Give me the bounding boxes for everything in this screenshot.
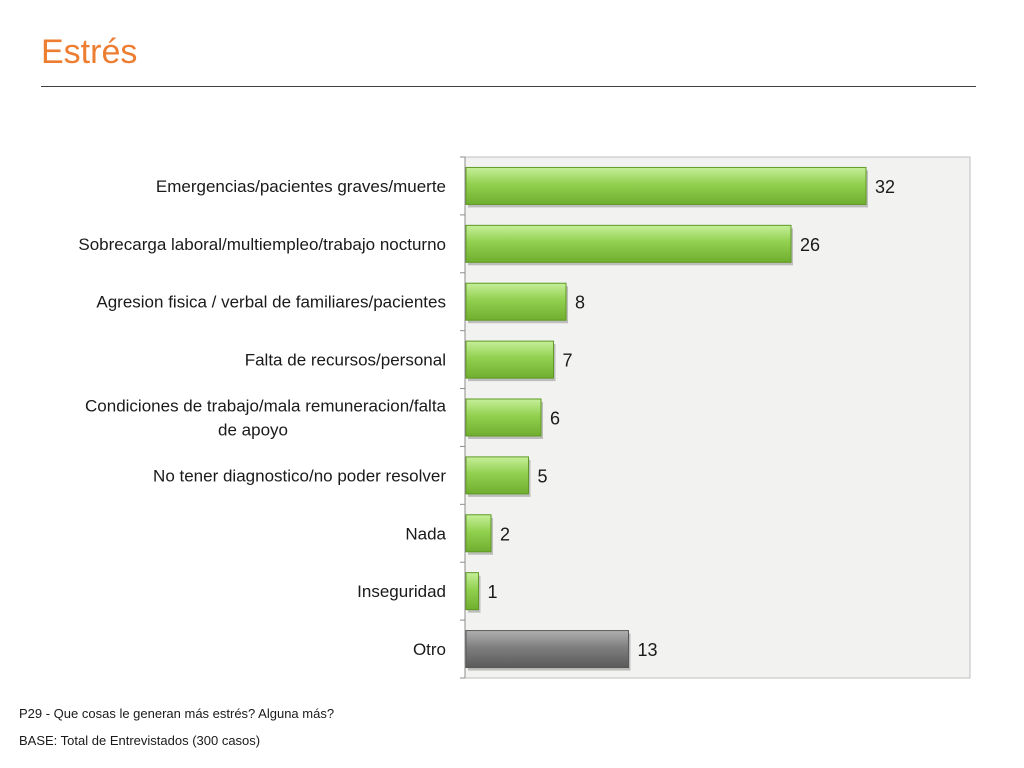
category-label: Agresion fisica / verbal de familiares/p… [96,293,446,312]
bar [465,456,529,495]
category-label: Otro [413,640,446,659]
bar [465,572,479,611]
bar [465,224,792,263]
value-label: 8 [575,293,585,313]
category-label: No tener diagnostico/no poder resolver [153,466,446,485]
value-label: 26 [800,235,820,255]
category-label: Condiciones de trabajo/mala remuneracion… [85,397,447,416]
category-label: Nada [405,524,446,543]
bar [465,282,567,321]
question-footnote: P29 - Que cosas le generan más estrés? A… [19,706,335,721]
category-label: Inseguridad [357,582,446,601]
category-label: Falta de recursos/personal [245,351,446,370]
category-label: Sobrecarga laboral/multiempleo/trabajo n… [78,235,446,254]
value-label: 7 [563,351,573,371]
value-label: 1 [488,582,498,602]
title-divider [41,86,976,87]
value-label: 13 [638,640,658,660]
bar [465,630,629,669]
value-label: 5 [538,466,548,486]
page-title: Estrés [41,33,138,71]
bar [465,166,867,205]
bar [465,398,542,437]
value-label: 6 [550,409,560,429]
value-label: 32 [875,177,895,197]
category-label: de apoyo [218,421,288,440]
category-label: Emergencias/pacientes graves/muerte [156,177,446,196]
bar [465,514,492,553]
base-footnote: BASE: Total de Entrevistados (300 casos) [19,733,261,748]
bar [465,340,554,379]
value-label: 2 [500,524,510,544]
